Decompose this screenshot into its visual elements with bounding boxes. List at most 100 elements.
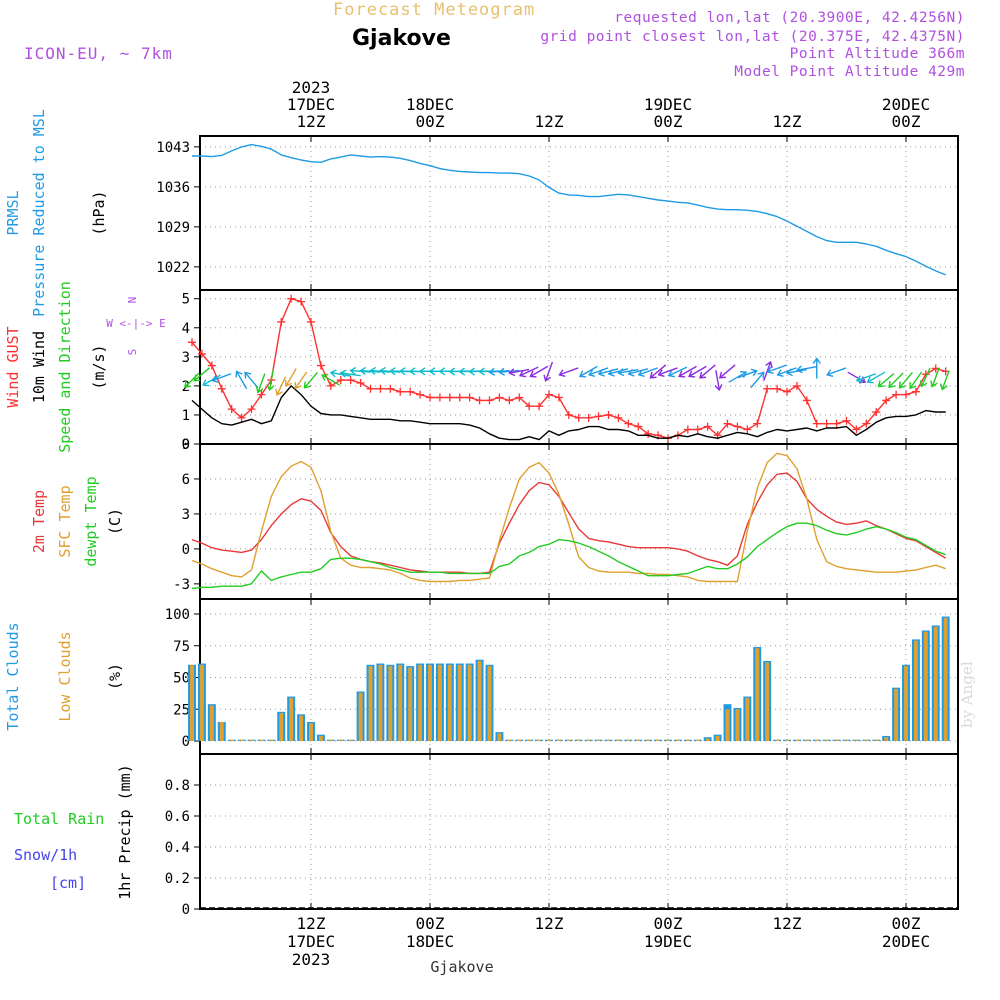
gust-point	[277, 317, 286, 326]
bottom-time-label: 12Z	[297, 914, 326, 933]
low-cloud-bar	[755, 648, 760, 741]
low-cloud-bar	[844, 739, 849, 741]
panel-label: Total Clouds	[4, 622, 22, 730]
gust-point	[207, 361, 216, 370]
wind-arrow	[847, 371, 867, 384]
wind-arrow	[766, 364, 787, 375]
bottom-time-label: 17DEC	[287, 932, 335, 951]
gust-point	[445, 393, 454, 402]
low-cloud-bar	[418, 664, 423, 741]
chart-title: Forecast Meteogram	[333, 0, 536, 20]
wind-arrow	[699, 364, 716, 379]
panel-label: SFC Temp	[56, 485, 74, 557]
gust-point	[763, 384, 772, 393]
gust-point	[842, 416, 851, 425]
low-cloud-bar	[209, 705, 214, 741]
low-cloud-bar	[239, 739, 244, 741]
wind-arrow	[193, 367, 211, 382]
y-tick-label: 100	[165, 607, 190, 623]
wind-arrow	[339, 369, 361, 378]
wind-arrow	[284, 368, 297, 387]
y-tick-label: 0.8	[165, 778, 190, 794]
wind-arrow	[795, 365, 817, 374]
gust-point	[604, 410, 613, 419]
gust-point	[316, 361, 325, 370]
gust-point	[416, 390, 425, 399]
dewpt-line	[191, 522, 946, 590]
gust-point	[832, 419, 841, 428]
wind-arrow	[627, 368, 649, 377]
gust-point	[336, 376, 345, 385]
gust-point	[545, 390, 553, 399]
wind-arrow	[930, 367, 940, 388]
gust-point	[465, 393, 474, 402]
wind-arrow	[294, 371, 308, 390]
panel-label: dewpt Temp	[82, 476, 100, 566]
wind-arrow	[688, 365, 707, 378]
gust-point	[525, 402, 534, 411]
wind-arrow	[718, 364, 736, 379]
low-cloud-bar	[685, 739, 690, 741]
wind-arrow	[255, 373, 266, 394]
low-cloud-bar	[616, 739, 621, 741]
gust-point	[217, 384, 226, 393]
top-time-label: 12Z	[535, 112, 564, 131]
wind-arrow	[266, 370, 275, 392]
gust-point	[773, 384, 782, 393]
wind-arrow	[202, 374, 221, 387]
low-cloud-bar	[477, 660, 482, 741]
low-cloud-bar	[943, 617, 948, 741]
gust-point	[188, 338, 196, 347]
low-cloud-bar	[269, 739, 274, 741]
low-cloud-bar	[933, 626, 938, 741]
low-cloud-bar	[735, 709, 740, 741]
y-tick-label: 25	[173, 702, 190, 718]
low-cloud-bar	[675, 739, 680, 741]
wind-arrow	[919, 367, 931, 388]
gust-point	[227, 405, 236, 414]
low-cloud-bar	[428, 664, 432, 741]
low-cloud-bar	[656, 739, 661, 741]
panel-label: Pressure Reduced to MSL	[30, 109, 48, 317]
y-tick-label: 6	[182, 472, 190, 488]
wind-arrow	[518, 366, 539, 378]
units-label: 1hr Precip (mm)	[116, 764, 134, 899]
low-cloud-bar	[348, 739, 353, 741]
low-cloud-bar	[824, 739, 829, 741]
top-time-label: 00Z	[892, 112, 921, 131]
compass-s: S	[126, 349, 139, 356]
gust-point	[376, 384, 385, 393]
top-time-label: 2023	[292, 78, 331, 97]
low-cloud-bar	[229, 739, 234, 741]
compass-n: N	[126, 297, 139, 304]
panel-label: Speed and Direction	[56, 281, 74, 453]
wind-arrow	[329, 369, 351, 378]
bottom-time-label: 2023	[292, 950, 331, 969]
low-cloud-bar	[309, 723, 313, 741]
wind-arrow	[498, 367, 520, 376]
wind-arrow	[657, 367, 678, 378]
wind-arrow	[508, 368, 530, 377]
gust-point	[693, 425, 702, 434]
gust-point	[297, 297, 306, 306]
panel-label: 10m Wind	[30, 331, 48, 403]
wind-arrow	[898, 371, 913, 389]
low-cloud-bar	[636, 739, 641, 741]
low-cloud-bar	[745, 697, 750, 741]
low-cloud-bar	[378, 664, 383, 741]
y-tick-label: 1036	[156, 180, 190, 196]
precip-snow-label: Snow/1h	[14, 846, 77, 864]
gust-point	[237, 413, 246, 422]
wind-arrow	[617, 368, 639, 377]
gust-point	[495, 393, 504, 402]
y-tick-label: 0.2	[165, 871, 190, 887]
gust-point	[584, 413, 593, 422]
temp2m-line	[191, 472, 947, 575]
low-cloud-bar	[338, 739, 343, 741]
bottom-time-label: 20DEC	[882, 932, 930, 951]
gust-point	[594, 412, 603, 421]
low-cloud-bar	[626, 739, 631, 741]
gust-point	[554, 393, 563, 402]
precip-rain-label: Total Rain	[14, 810, 104, 828]
gust-point	[396, 387, 405, 396]
